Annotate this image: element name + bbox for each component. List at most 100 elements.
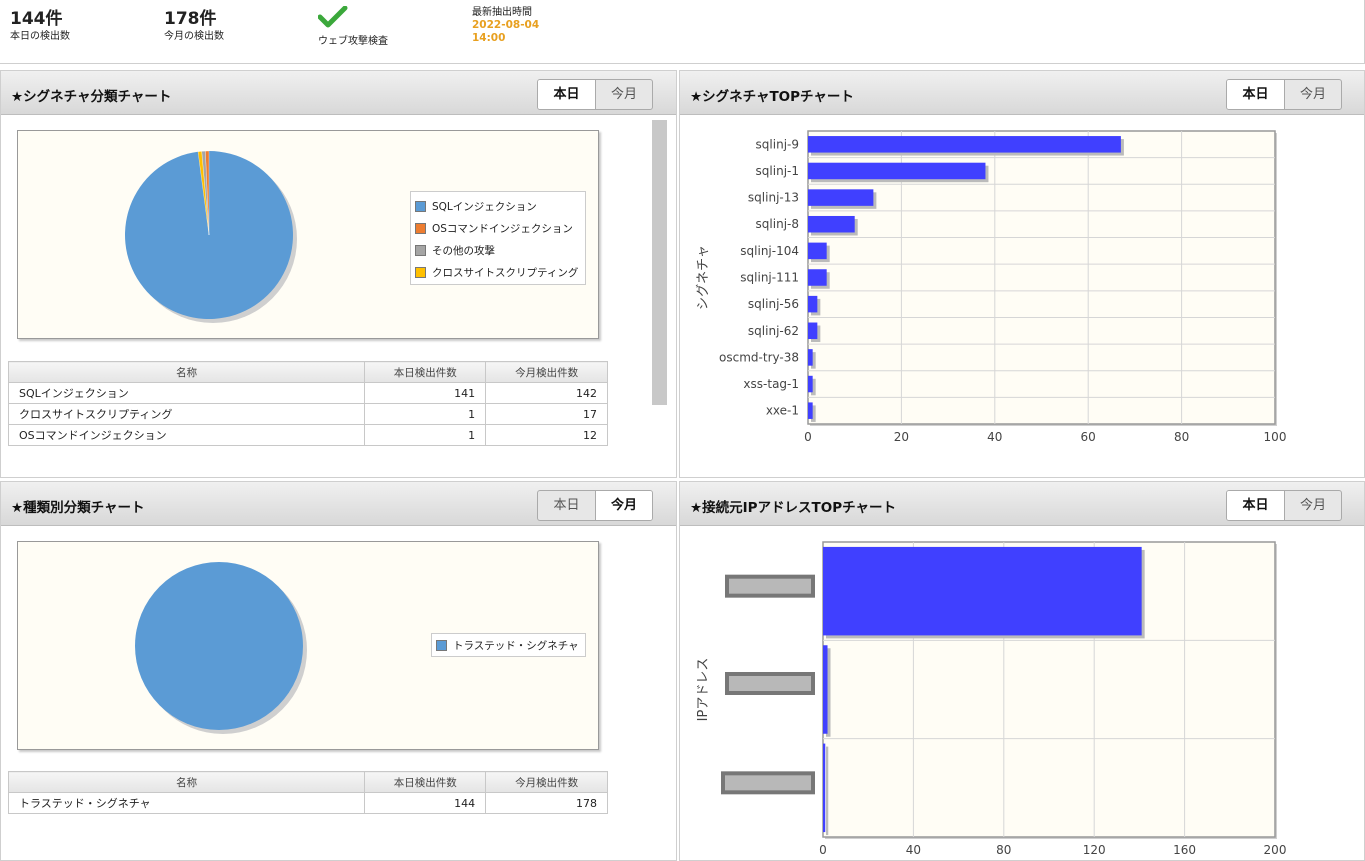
cell-name: トラステッド・シグネチャ — [7, 792, 366, 814]
pie-slice[interactable] — [197, 151, 210, 236]
latest-extract-time: 最新抽出時間 2022-08-04 14:00 — [472, 6, 539, 45]
legend-swatch — [415, 266, 426, 278]
bar[interactable] — [808, 402, 813, 419]
panel-header: ★シグネチャTOPチャート 本日 今月 — [680, 71, 1364, 115]
bar[interactable] — [808, 349, 813, 366]
tab-month[interactable]: 今月 — [1284, 80, 1341, 109]
panel-header: ★シグネチャ分類チャート 本日 今月 — [1, 71, 676, 115]
panel-title: ★シグネチャTOPチャート — [690, 89, 854, 105]
tab-month[interactable]: 今月 — [595, 80, 652, 109]
bar[interactable] — [808, 375, 813, 393]
pie-slice[interactable] — [135, 562, 303, 730]
y-tick-label: sqlinj-56 — [748, 297, 799, 311]
y-axis-title: シグネチャ — [696, 245, 711, 310]
table-row[interactable]: SQLインジェクション 141 142 — [7, 382, 608, 404]
y-tick-label: sqlinj-111 — [740, 271, 799, 285]
period-tabs: 本日 今月 — [537, 490, 653, 521]
bar[interactable] — [823, 743, 826, 833]
table-row[interactable]: OSコマンドインジェクション 1 12 — [7, 424, 608, 446]
table-row[interactable]: クロスサイトスクリプティング 1 17 — [7, 403, 608, 425]
legend-item: OSコマンドインジェクション — [415, 217, 581, 239]
tab-today[interactable]: 本日 — [1227, 491, 1284, 520]
y-tick-label: xxe-1 — [766, 404, 799, 418]
y-tick-label: sqlinj-13 — [748, 191, 799, 205]
pie-chart: トラステッド・シグネチャ — [17, 541, 599, 750]
y-tick-label: oscmd-try-38 — [719, 350, 799, 364]
period-tabs: 本日 今月 — [537, 79, 653, 110]
col-month-header[interactable]: 今月検出件数 — [485, 771, 608, 793]
latest-extract-date: 2022-08-04 — [472, 19, 540, 31]
x-tick-label: 20 — [894, 430, 909, 444]
col-month-header[interactable]: 今月検出件数 — [485, 361, 608, 383]
checkmark-icon — [317, 5, 348, 28]
signature-top-bar-chart: 0 20 40 60 80 100 sqlinj-9 sqlinj-1 sqlinj-13 sql… — [696, 130, 1286, 444]
cell-today: 1 — [364, 424, 487, 446]
x-tick-label: 200 — [1264, 843, 1287, 857]
bar[interactable] — [808, 322, 818, 340]
web-attack-check-stat: ウェブ攻撃検査 — [317, 5, 388, 49]
bar-shadow — [811, 352, 816, 369]
month-count-label: 今月の検出数 — [164, 31, 224, 42]
y-tick-label-masked — [725, 574, 815, 598]
bar[interactable] — [823, 546, 1142, 636]
x-tick-label: 0 — [804, 430, 812, 444]
cell-today: 1 — [364, 403, 487, 425]
x-tick-label: 40 — [906, 843, 921, 857]
vertical-scrollbar[interactable] — [652, 120, 667, 405]
pie-chart-svg — [125, 150, 297, 323]
cell-month: 17 — [485, 403, 608, 425]
legend-label: クロスサイトスクリプティング — [432, 266, 579, 279]
cell-name: SQLインジェクション — [7, 382, 366, 404]
x-tick-label: 160 — [1173, 843, 1196, 857]
y-tick-label: sqlinj-9 — [756, 137, 799, 151]
col-today-header[interactable]: 本日検出件数 — [364, 771, 487, 793]
table-row[interactable]: トラステッド・シグネチャ 144 178 — [7, 792, 608, 814]
cell-name: OSコマンドインジェクション — [7, 424, 366, 446]
legend-swatch — [415, 222, 426, 234]
bar-shadow — [811, 378, 816, 396]
x-tick-label: 80 — [996, 843, 1011, 857]
month-count: 178件 — [164, 9, 217, 29]
legend-label: トラステッド・シグネチャ — [453, 639, 579, 652]
bar[interactable] — [808, 189, 874, 206]
tab-today[interactable]: 本日 — [553, 498, 580, 513]
signature-table: 名称 本日検出件数 今月検出件数 SQLインジェクション 141 142 クロス… — [7, 361, 608, 446]
bar[interactable] — [808, 242, 827, 260]
bar[interactable] — [808, 136, 1121, 153]
bar[interactable] — [808, 215, 855, 233]
type-classification-panel: ★種類別分類チャート 本日 今月 トラステッド・シグネチャ 名称 本日検出件数 … — [0, 481, 677, 861]
pie-legend: SQLインジェクション OSコマンドインジェクション その他の攻撃 クロスサイト… — [410, 191, 586, 285]
tab-today[interactable]: 本日 — [538, 80, 595, 109]
col-today-header[interactable]: 本日検出件数 — [364, 361, 487, 383]
legend-item: その他の攻撃 — [415, 239, 581, 261]
legend-label: その他の攻撃 — [432, 244, 495, 257]
panel-header: ★接続元IPアドレスTOPチャート 本日 今月 — [680, 482, 1364, 526]
tab-today[interactable]: 本日 — [1227, 80, 1284, 109]
panel-title: ★接続元IPアドレスTOPチャート — [690, 500, 896, 516]
today-count-label: 本日の検出数 — [10, 31, 70, 42]
today-count-stat: 144件 本日の検出数 — [10, 8, 70, 44]
cell-today: 141 — [364, 382, 487, 404]
col-name-header[interactable]: 名称 — [7, 771, 366, 793]
panel-header: ★種類別分類チャート 本日 今月 — [1, 482, 676, 526]
y-axis-title: IPアドレス — [696, 658, 711, 722]
tab-month[interactable]: 今月 — [1284, 491, 1341, 520]
panel-title: ★種類別分類チャート — [11, 500, 145, 516]
table-header-row: 名称 本日検出件数 今月検出件数 — [7, 361, 608, 383]
legend-label: OSコマンドインジェクション — [432, 222, 573, 235]
period-tabs: 本日 今月 — [1226, 490, 1342, 521]
cell-month: 178 — [485, 792, 608, 814]
signature-top-panel: ★シグネチャTOPチャート 本日 今月 0 20 40 60 80 100 sqlinj-9… — [679, 70, 1365, 478]
col-name-header[interactable]: 名称 — [7, 361, 366, 383]
bar[interactable] — [808, 162, 986, 180]
bar[interactable] — [808, 295, 818, 313]
tab-month[interactable]: 今月 — [595, 491, 652, 520]
type-table: 名称 本日検出件数 今月検出件数 トラステッド・シグネチャ 144 178 — [7, 771, 608, 814]
ip-top-bar-chart: 0 40 80 120 160 200 IPアドレス — [696, 541, 1287, 857]
x-tick-label: 40 — [987, 430, 1002, 444]
bar[interactable] — [823, 645, 828, 734]
y-tick-label: xss-tag-1 — [743, 377, 799, 391]
bar[interactable] — [808, 269, 827, 286]
x-tick-label: 120 — [1083, 843, 1106, 857]
table-header-row: 名称 本日検出件数 今月検出件数 — [7, 771, 608, 793]
